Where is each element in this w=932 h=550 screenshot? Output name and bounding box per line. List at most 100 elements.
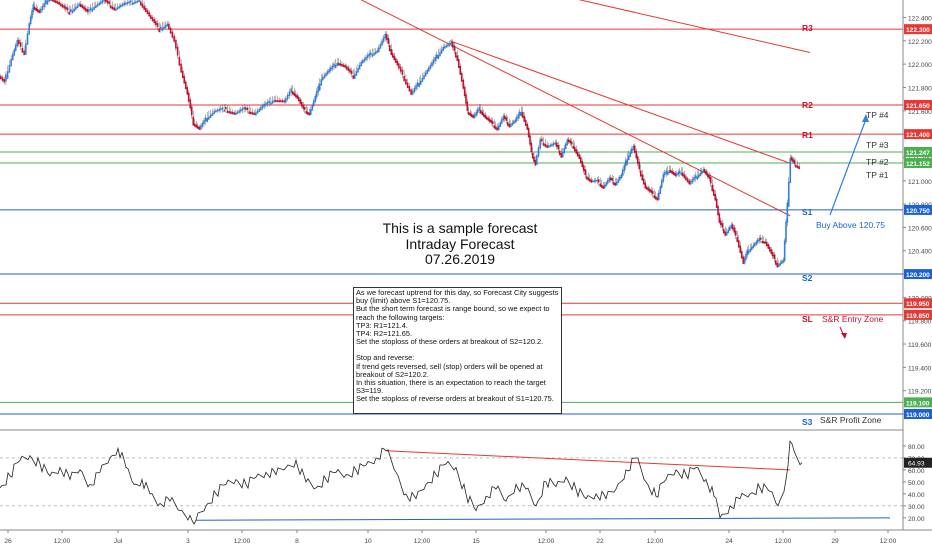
candle-body — [381, 40, 383, 46]
candle-body — [428, 67, 430, 72]
level-badge — [904, 269, 932, 280]
candle-body — [467, 111, 470, 115]
candle-body — [759, 237, 762, 240]
candle-body — [175, 39, 177, 49]
x-tick-label: 12:00 — [234, 538, 251, 545]
candle-body — [651, 191, 654, 194]
candle-body — [696, 176, 698, 180]
candle-body — [605, 182, 608, 187]
y-tick-label: 122.400 — [908, 15, 932, 22]
price-series — [0, 0, 800, 268]
candle-body — [493, 125, 496, 129]
candle-body — [235, 112, 237, 115]
candle-body — [336, 62, 338, 66]
candle-body — [13, 49, 16, 56]
candle-body — [533, 156, 535, 162]
candle-body — [342, 64, 345, 68]
candle-body — [6, 71, 9, 79]
candle-body — [5, 74, 7, 82]
candle-body — [1, 77, 4, 81]
candle-body — [180, 63, 182, 73]
osc-tick-label: 20.00 — [908, 516, 925, 523]
osc-tick-label: 80.00 — [908, 444, 925, 451]
candle-body — [690, 181, 692, 185]
candle-body — [366, 55, 369, 59]
candle-body — [512, 121, 515, 124]
candle-body — [371, 54, 374, 57]
candle-body — [8, 65, 11, 73]
candle-body — [18, 39, 20, 45]
candle-body — [708, 175, 711, 179]
candle-body — [164, 25, 167, 28]
x-tick-label: 29 — [831, 538, 839, 545]
candle-body — [733, 227, 736, 233]
tp3-label: TP #3 — [866, 140, 889, 150]
candle-body — [14, 44, 17, 51]
candle-body — [453, 45, 456, 51]
candle-body — [503, 115, 506, 120]
note-line: Stop and reverse: — [356, 353, 415, 363]
candle-body — [26, 33, 29, 45]
candle-body — [440, 49, 443, 54]
sl-label: SL — [802, 314, 813, 324]
candle-body — [418, 83, 420, 87]
s3-label: S3 — [802, 417, 813, 427]
candle-body — [785, 221, 787, 242]
candle-body — [549, 144, 552, 147]
candle-body — [573, 146, 576, 152]
candle-body — [363, 58, 366, 62]
candle-body — [770, 249, 773, 254]
candle-body — [231, 111, 234, 115]
candle-body — [717, 206, 719, 216]
tp2-label: TP #2 — [866, 157, 889, 167]
candle-body — [505, 117, 508, 121]
candle-body — [379, 44, 382, 49]
forecast-line-1: This is a sample forecast — [382, 220, 538, 236]
candle-body — [439, 52, 441, 57]
candle-body — [263, 103, 265, 107]
candle-body — [518, 111, 521, 116]
candle-body — [58, 1, 60, 5]
candle-body — [608, 177, 611, 182]
candle-body — [21, 48, 24, 53]
candle-body — [554, 142, 556, 145]
candle-body — [378, 47, 380, 52]
candle-body — [135, 1, 137, 4]
note-line: breakout of S2=120.2. — [356, 369, 429, 379]
candle-body — [333, 63, 335, 67]
candle-body — [100, 1, 102, 5]
candle-body — [575, 149, 578, 154]
candle-body — [484, 114, 487, 119]
candle-body — [391, 53, 394, 58]
candle-body — [412, 90, 414, 95]
oscillator-pane — [0, 440, 903, 525]
candle-body — [539, 139, 541, 149]
candle-body — [638, 161, 641, 170]
candle-body — [25, 43, 27, 55]
candle-body — [536, 155, 538, 165]
candle-body — [789, 158, 792, 183]
note-line: TP4: R2=121.65. — [356, 329, 413, 339]
candle-body — [150, 15, 152, 19]
trend-line — [360, 0, 791, 217]
candle-body — [309, 109, 312, 115]
y-tick-label: 120.400 — [908, 249, 932, 256]
candle-body — [302, 104, 305, 109]
candle-body — [221, 107, 224, 110]
candle-body — [66, 7, 69, 11]
candle-body — [171, 31, 174, 38]
candle-body — [494, 126, 497, 130]
candle-body — [415, 85, 417, 90]
level-badge — [904, 397, 932, 408]
candle-body — [737, 240, 740, 248]
candle-body — [396, 60, 399, 66]
candle-body — [209, 114, 212, 118]
candle-body — [793, 160, 796, 164]
candle-body — [101, 0, 104, 3]
candle-body — [659, 186, 662, 194]
candle-body — [551, 144, 553, 146]
candle-body — [281, 100, 284, 103]
candle-body — [490, 119, 493, 123]
candle-body — [354, 74, 356, 79]
level-badge-label: 121.247 — [906, 150, 930, 157]
